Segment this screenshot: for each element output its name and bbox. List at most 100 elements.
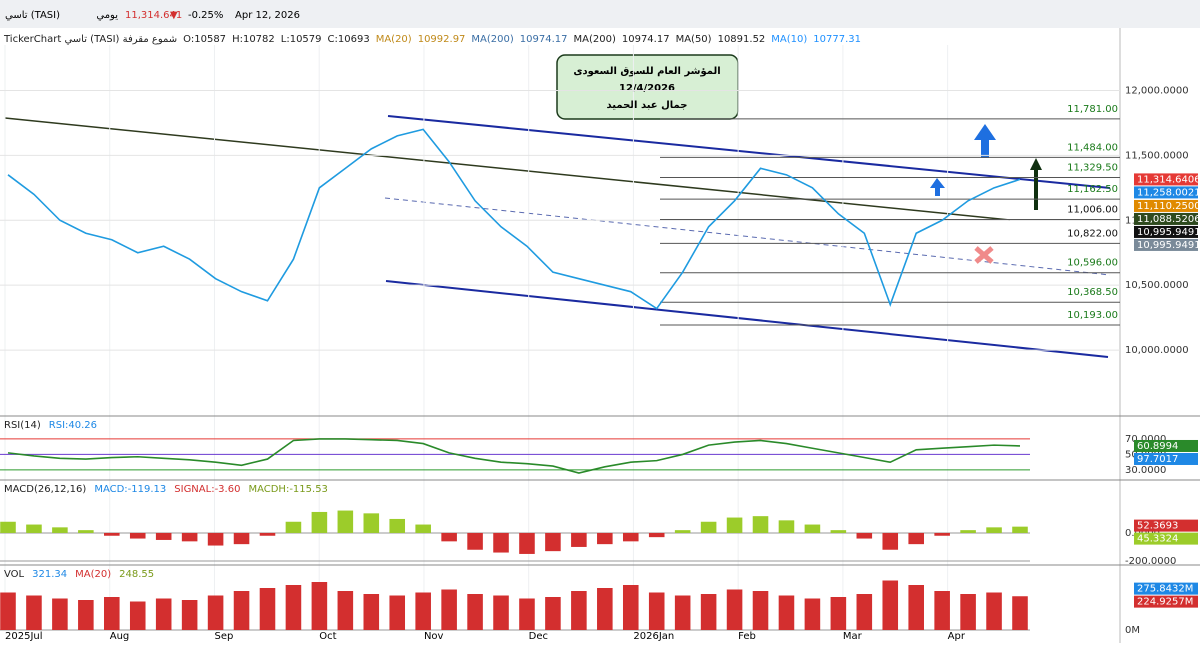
x-tick-label: Oct [319, 631, 336, 642]
panel-subtitle: RSI:40.26 [49, 420, 97, 431]
price-tag [1134, 212, 1198, 225]
bar [571, 591, 587, 630]
info-item: L:10579 [281, 34, 322, 45]
price-tag [1134, 225, 1198, 238]
x-tick-label: Apr [948, 631, 966, 642]
price-tag [1134, 582, 1198, 595]
bar [700, 594, 717, 630]
bar [181, 600, 198, 630]
arrow-up [930, 178, 945, 196]
price-tag-label: 52.3693 [1137, 521, 1178, 532]
panel-label: MACDH:-115.53 [248, 484, 327, 495]
annotation: جمال عبد الحميد [607, 100, 688, 111]
arrow-up [974, 124, 996, 158]
info-item: MA(10) [771, 34, 807, 45]
bar [0, 592, 16, 630]
bar [804, 598, 821, 630]
panel-subtitle: 321.34 [32, 569, 67, 580]
trendline [387, 115, 1111, 189]
bar [415, 592, 431, 630]
price-tag-label: 275.8432M [1137, 584, 1193, 595]
bar [363, 513, 380, 533]
bar [571, 532, 587, 547]
series-line [7, 128, 1021, 310]
bar [597, 588, 613, 630]
bar [311, 582, 328, 630]
y-tick-label: 30.0000 [1125, 465, 1166, 476]
bar [337, 510, 354, 533]
price-level-label: 11,162.50 [1067, 184, 1118, 195]
bar [545, 597, 561, 630]
bar [26, 595, 42, 630]
bar [778, 520, 795, 533]
bar [104, 597, 120, 630]
panel-title: MACD(26,12,16) [4, 484, 86, 495]
y-tick-label: 10,000.0000 [1125, 345, 1189, 356]
bar [934, 532, 950, 536]
bar [674, 530, 691, 533]
info-item: H:10782 [232, 34, 275, 45]
info-item: 10992.97 [418, 34, 466, 45]
bar [467, 532, 483, 550]
bar [648, 532, 665, 538]
bar [597, 532, 613, 545]
bar [129, 601, 146, 630]
bar [908, 585, 924, 630]
bar [285, 585, 302, 630]
bar [960, 594, 976, 630]
x-tick-label: Nov [424, 631, 444, 642]
price-tag-label: 11,110.2500 [1137, 201, 1200, 212]
bar [882, 532, 899, 550]
panel-subtitle: MACD:-119.13 [94, 484, 166, 495]
info-item: 10974.17 [520, 34, 568, 45]
bar [804, 524, 821, 533]
header-bar [0, 0, 1200, 28]
x-tick-label: Feb [738, 631, 756, 642]
price-tag [1134, 238, 1198, 251]
price-tag [1134, 595, 1198, 608]
panel-title: VOL [4, 569, 25, 580]
bar [78, 600, 94, 630]
y-tick-label: 10,500.0000 [1125, 280, 1189, 291]
y-tick-label: 11,500.0000 [1125, 150, 1189, 161]
price-tag [1134, 452, 1198, 465]
bar [441, 589, 457, 630]
info-item: 10891.52 [718, 34, 766, 45]
panel-label: 248.55 [119, 569, 154, 580]
bar [363, 594, 380, 630]
info-item: 10974.17 [622, 34, 670, 45]
bar [1012, 596, 1028, 630]
info-item: 10777.31 [813, 34, 861, 45]
bar [752, 516, 769, 533]
bar [545, 532, 561, 552]
cross [974, 246, 994, 264]
bar [830, 530, 847, 533]
bar [104, 532, 120, 536]
bar [830, 597, 847, 630]
info-item: MA(20) [376, 34, 412, 45]
bar [726, 517, 743, 533]
y-tick-label: -200.0000 [1125, 556, 1176, 567]
bar [752, 591, 769, 630]
bar [389, 595, 406, 630]
x-tick-label: Sep [214, 631, 233, 642]
bar [52, 527, 68, 533]
price-level-label: 10,822.00 [1067, 228, 1118, 239]
arrow: ▼ [170, 10, 178, 21]
price: 11,314.641 [125, 10, 182, 21]
bar [0, 521, 16, 533]
bar [493, 532, 509, 553]
bar [519, 532, 535, 554]
bar [415, 524, 431, 533]
y-tick-label: 70.0000 [1125, 434, 1166, 445]
info-item: TickerChart تاسي (TASI) شموع مقرفة [3, 34, 177, 45]
price-level-label: 10,596.00 [1067, 258, 1118, 269]
bar [155, 598, 172, 630]
price-level-label: 11,484.00 [1067, 142, 1118, 153]
price-tag-label: 60.8994 [1137, 441, 1178, 452]
bar [181, 532, 198, 542]
bar [778, 595, 795, 630]
bar [78, 530, 94, 533]
bar [856, 532, 873, 539]
arrow-up [1030, 158, 1042, 210]
